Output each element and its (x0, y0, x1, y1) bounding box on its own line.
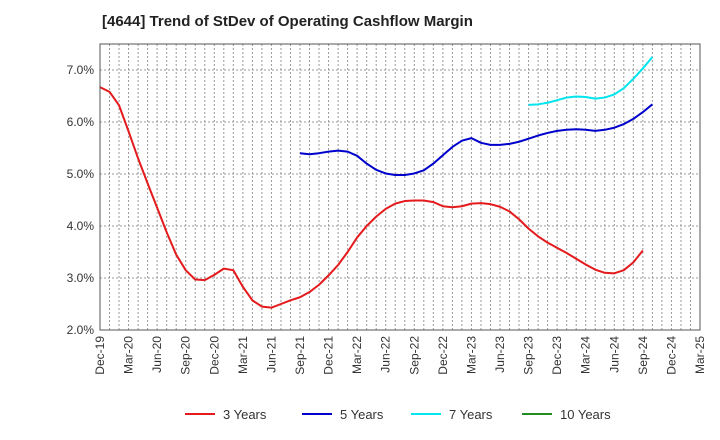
x-tick-label: Mar-25 (693, 336, 707, 374)
x-tick-label: Jun-24 (607, 336, 621, 373)
series-layer (99, 56, 654, 309)
x-tick-label: Sep-20 (179, 336, 193, 375)
legend-label: 3 Years (223, 407, 267, 422)
x-tick-label: Dec-22 (436, 336, 450, 375)
y-tick-label: 5.0% (67, 167, 95, 181)
x-tick-label: Jun-22 (379, 336, 393, 373)
y-tick-label: 4.0% (67, 219, 95, 233)
legend-label: 7 Years (449, 407, 493, 422)
x-tick-label: Mar-24 (579, 336, 593, 374)
x-tick-label: Sep-21 (293, 336, 307, 375)
x-tick-label: Jun-23 (493, 336, 507, 373)
x-tick-label: Dec-23 (550, 336, 564, 375)
legend-item: 10 Years (522, 407, 611, 422)
series-line-5-years (299, 103, 654, 177)
x-tick-label: Sep-22 (407, 336, 421, 375)
x-tick-label: Dec-19 (93, 336, 107, 375)
legend: 3 Years 5 Years 7 Years 10 Years (185, 407, 611, 422)
y-tick-label: 3.0% (67, 271, 95, 285)
axis-layer: 2.0% 3.0% 4.0% 5.0% 6.0% 7.0% Dec-19 Mar-20 Jun-… (67, 63, 707, 375)
legend-label: 10 Years (560, 407, 611, 422)
x-tick-label: Dec-21 (322, 336, 336, 375)
plot-frame (99, 43, 701, 331)
x-tick-label: Mar-20 (122, 336, 136, 374)
x-tick-label: Dec-20 (207, 336, 221, 375)
x-tick-label: Sep-24 (636, 336, 650, 375)
x-tick-label: Jun-20 (150, 336, 164, 373)
x-tick-label: Dec-24 (664, 336, 678, 375)
x-tick-label: Sep-23 (522, 336, 536, 375)
x-tick-label: Mar-22 (350, 336, 364, 374)
x-tick-label: Mar-21 (236, 336, 250, 374)
y-tick-label: 6.0% (67, 115, 95, 129)
series-line-7-years (528, 56, 654, 106)
series-line-3-years (99, 86, 644, 309)
plot-area (100, 44, 700, 330)
x-tick-label: Jun-21 (264, 336, 278, 373)
legend-item: 5 Years (302, 407, 384, 422)
legend-label: 5 Years (340, 407, 384, 422)
y-tick-label: 7.0% (67, 63, 95, 77)
y-tick-label: 2.0% (67, 323, 95, 337)
legend-item: 7 Years (411, 407, 493, 422)
legend-item: 3 Years (185, 407, 267, 422)
chart-title: [4644] Trend of StDev of Operating Cashf… (102, 13, 473, 30)
x-tick-label: Mar-23 (464, 336, 478, 374)
